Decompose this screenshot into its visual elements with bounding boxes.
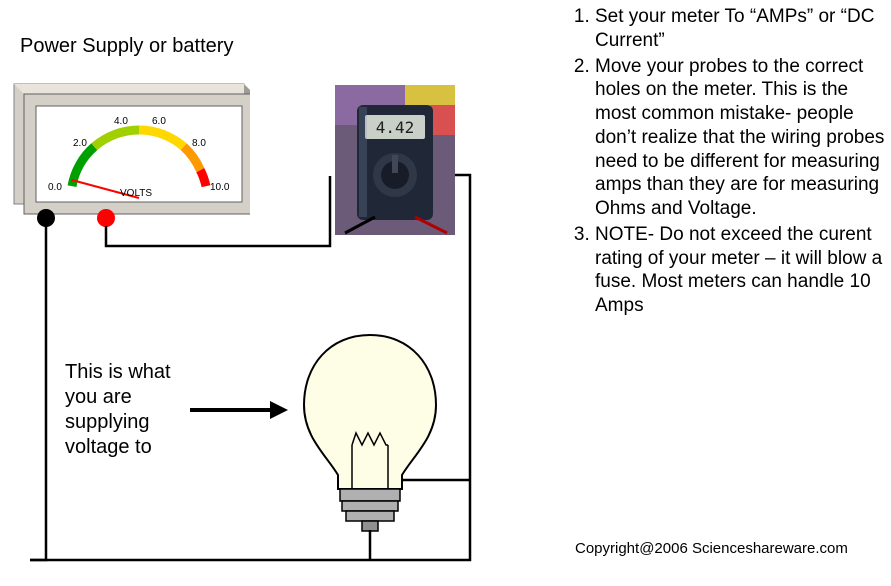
instruction-1: Set your meter To “AMPs” or “DC Current” xyxy=(595,5,885,53)
diagram-area: Power Supply or battery 0.0 2.0 4.0 6.0 … xyxy=(0,0,560,586)
circuit-wires xyxy=(0,0,560,586)
instruction-3: NOTE- Do not exceed the curent rating of… xyxy=(595,223,885,318)
instruction-2: Move your probes to the correct holes on… xyxy=(595,55,885,221)
bulb-label-l3: supplying xyxy=(65,411,150,433)
bulb-label: This is what you are supplying voltage t… xyxy=(65,360,171,460)
bulb-arrow-icon xyxy=(190,395,290,425)
bulb-label-l1: This is what xyxy=(65,361,171,383)
bulb-label-l4: voltage to xyxy=(65,436,152,458)
bulb-label-l2: you are xyxy=(65,386,132,408)
copyright-text: Copyright@2006 Scienceshareware.com xyxy=(575,540,848,557)
instructions-list: Set your meter To “AMPs” or “DC Current”… xyxy=(565,5,885,320)
